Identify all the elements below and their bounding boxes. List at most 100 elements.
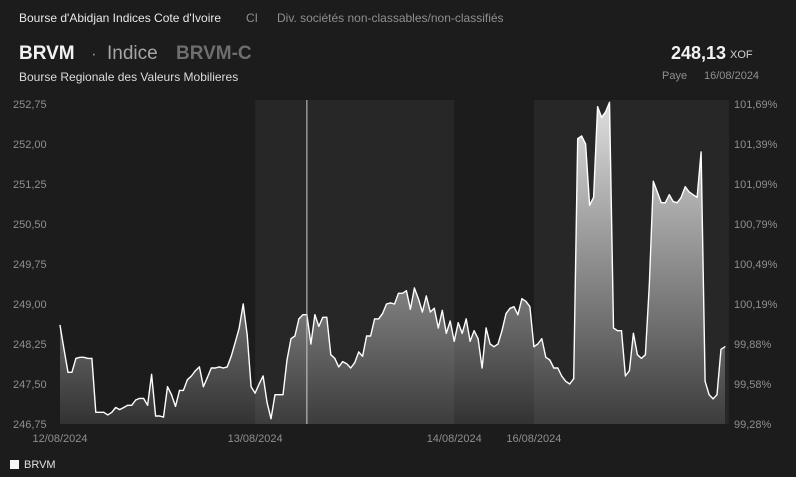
x-tick-label: 14/08/2024 xyxy=(427,433,482,445)
data-point xyxy=(159,415,161,417)
data-point xyxy=(75,357,77,359)
data-point xyxy=(493,346,495,348)
data-point xyxy=(362,355,364,357)
instrument-full-name: Bourse Regionale des Valeurs Mobilieres xyxy=(19,70,239,84)
data-point xyxy=(314,314,316,316)
data-point xyxy=(413,287,415,289)
legend-swatch xyxy=(10,460,19,469)
sector-name: Div. sociétés non-classables/non-classif… xyxy=(277,11,504,25)
data-point xyxy=(266,402,268,404)
y-tick-right: 101,69% xyxy=(734,99,778,111)
data-point xyxy=(724,346,726,348)
data-point xyxy=(198,366,200,368)
data-point xyxy=(708,394,710,396)
instrument-code: BRVM-C xyxy=(176,43,252,64)
data-point xyxy=(628,370,631,372)
data-point xyxy=(381,313,384,315)
data-point xyxy=(589,204,591,206)
data-point xyxy=(242,303,244,305)
data-point xyxy=(294,335,296,337)
data-point xyxy=(505,313,507,315)
data-point xyxy=(358,351,360,353)
data-point xyxy=(119,409,121,411)
y-tick-right: 101,09% xyxy=(734,179,778,191)
data-point xyxy=(445,332,447,334)
data-point xyxy=(214,367,216,369)
data-point xyxy=(545,356,547,358)
data-point xyxy=(123,406,125,409)
data-point xyxy=(541,338,543,340)
data-point xyxy=(222,367,224,369)
data-point xyxy=(186,379,188,381)
data-point xyxy=(688,191,690,193)
x-tick-label: 13/08/2024 xyxy=(228,433,283,445)
data-point xyxy=(529,306,531,308)
data-point xyxy=(155,415,157,417)
data-point xyxy=(696,196,698,198)
data-point xyxy=(326,316,328,318)
series-line-brvm xyxy=(59,101,726,420)
data-point xyxy=(79,356,81,358)
data-point xyxy=(354,362,356,364)
last-price: 248,13 xyxy=(670,43,726,63)
data-point xyxy=(318,325,320,327)
y-tick-right: 99,28% xyxy=(734,419,772,431)
data-point xyxy=(481,367,483,369)
data-point xyxy=(692,194,694,196)
data-point xyxy=(684,186,686,188)
data-point xyxy=(258,383,260,385)
data-point xyxy=(656,191,658,193)
data-point xyxy=(712,398,714,400)
y-tick-left: 247,50 xyxy=(13,379,47,391)
data-point xyxy=(290,338,292,340)
data-point xyxy=(636,354,639,356)
data-point xyxy=(147,404,149,406)
chart-legend: BRVM xyxy=(10,459,56,471)
data-point xyxy=(286,359,288,361)
data-point xyxy=(103,411,105,413)
data-point xyxy=(87,357,89,359)
data-point xyxy=(342,361,344,363)
data-point xyxy=(577,138,579,140)
y-tick-right: 99,88% xyxy=(734,339,772,351)
data-point xyxy=(644,354,647,356)
data-point xyxy=(250,386,252,388)
instrument-type: Indice xyxy=(107,43,158,64)
data-point xyxy=(612,327,615,329)
data-point xyxy=(680,196,682,198)
data-point xyxy=(597,106,599,108)
data-point xyxy=(457,322,459,324)
y-tick-right: 99,58% xyxy=(734,379,772,391)
data-point xyxy=(624,375,627,377)
data-point xyxy=(218,366,220,368)
data-point xyxy=(473,330,475,332)
data-point xyxy=(700,151,702,153)
data-point xyxy=(509,307,511,309)
data-point xyxy=(83,356,85,358)
data-point xyxy=(298,318,300,320)
data-point xyxy=(378,318,380,320)
y-tick-left: 252,75 xyxy=(13,99,47,111)
data-point xyxy=(517,314,519,316)
data-point xyxy=(648,284,650,286)
data-point xyxy=(262,375,264,377)
data-point xyxy=(59,324,61,326)
data-point xyxy=(270,418,272,420)
data-point xyxy=(537,343,539,345)
data-point xyxy=(393,303,396,305)
data-point xyxy=(668,194,670,196)
data-point xyxy=(278,394,280,396)
data-point xyxy=(461,332,463,334)
data-point xyxy=(437,327,439,329)
data-point xyxy=(501,330,503,332)
data-point xyxy=(206,377,208,379)
data-point xyxy=(162,416,165,418)
data-point xyxy=(385,303,388,305)
data-point xyxy=(525,300,527,302)
data-point xyxy=(433,307,435,309)
data-point xyxy=(95,411,97,413)
data-point xyxy=(99,411,101,413)
data-point xyxy=(632,332,635,334)
y-tick-left: 249,75 xyxy=(13,259,47,271)
